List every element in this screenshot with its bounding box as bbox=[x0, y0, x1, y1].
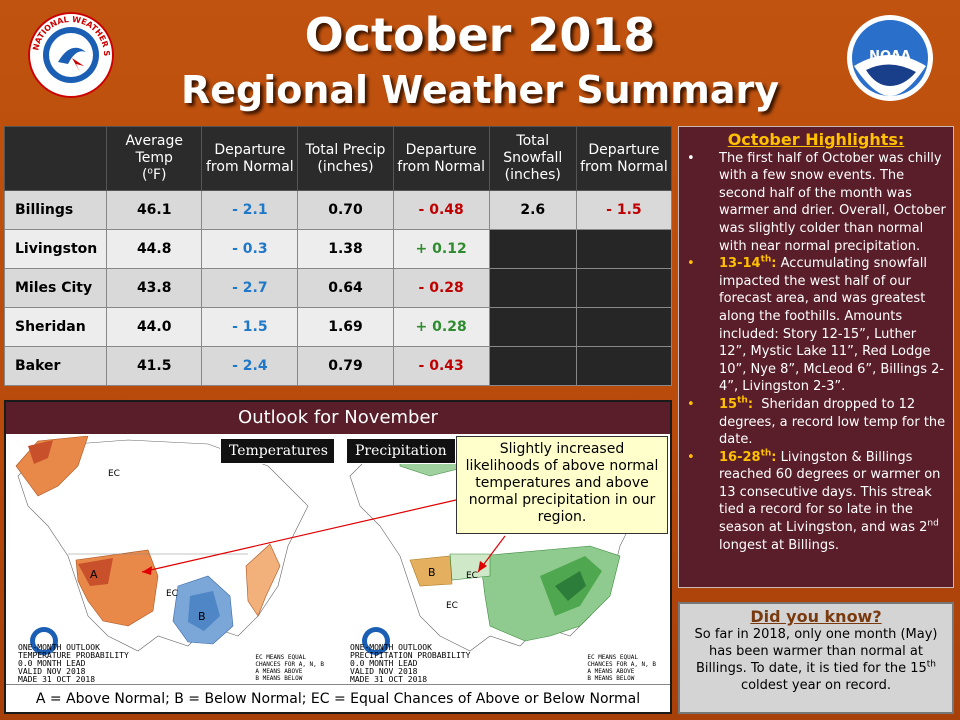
table-header: Total Precip (inches) bbox=[297, 126, 394, 191]
city-cell: Miles City bbox=[3, 268, 108, 308]
precip-departure-cell: - 0.43 bbox=[392, 346, 490, 386]
temp-map-label-ec-north: EC bbox=[108, 469, 120, 479]
table-header: Average Temp (oF) bbox=[106, 126, 203, 191]
table-row: Livingston 44.8 - 0.3 1.38 + 0.12 bbox=[3, 229, 673, 269]
table-header: Departure from Normal bbox=[575, 126, 673, 191]
precip-departure-cell: + 0.12 bbox=[392, 229, 490, 269]
nws-logo: NATIONAL WEATHER SERVICE bbox=[28, 12, 114, 98]
highlights-panel: October Highlights: The first half of Oc… bbox=[678, 126, 954, 588]
snow-departure-cell-empty bbox=[575, 307, 673, 347]
avg-temp-cell: 46.1 bbox=[106, 190, 203, 230]
avg-temp-cell: 41.5 bbox=[106, 346, 203, 386]
table-row: Billings 46.1 - 2.1 0.70 - 0.48 2.6 - 1.… bbox=[3, 190, 673, 230]
temp-map-label-b: B bbox=[198, 610, 206, 623]
table-header: Departure from Normal bbox=[392, 126, 490, 191]
highlight-date: 16-28th: bbox=[719, 448, 777, 465]
temp-departure-cell: - 2.1 bbox=[201, 190, 299, 230]
snow-departure-cell: - 1.5 bbox=[575, 190, 673, 230]
precipitation-map-caption: ONE-MONTH OUTLOOK PRECIPITATION PROBABIL… bbox=[350, 643, 471, 684]
highlight-date: 13-14th: bbox=[719, 254, 777, 272]
precip-departure-cell: - 0.28 bbox=[392, 268, 490, 308]
precip-cell: 0.70 bbox=[297, 190, 394, 230]
highlight-text: Accumulating snowfall impacted the west … bbox=[719, 256, 945, 395]
snow-cell-empty bbox=[488, 307, 577, 347]
snow-cell-empty bbox=[488, 268, 577, 308]
highlight-text: Sheridan dropped to 12 degrees, a record… bbox=[719, 396, 946, 448]
highlights-list: The first half of October was chilly wit… bbox=[685, 150, 947, 555]
noaa-logo: NOAA bbox=[847, 15, 933, 101]
did-you-know-text: So far in 2018, only one month (May) has… bbox=[694, 627, 938, 693]
city-cell: Baker bbox=[3, 346, 108, 386]
temp-map-label-a: A bbox=[90, 568, 98, 581]
table-header: Total Snowfall (inches) bbox=[488, 126, 577, 191]
highlight-item: The first half of October was chilly wit… bbox=[685, 150, 947, 256]
highlight-item: 13-14th: Accumulating snowfall impacted … bbox=[685, 255, 947, 396]
precip-cell: 0.64 bbox=[297, 268, 394, 308]
highlight-date: 15th: bbox=[719, 395, 754, 412]
precip-cell: 0.79 bbox=[297, 346, 394, 386]
snow-departure-cell-empty bbox=[575, 346, 673, 386]
precip-departure-cell: - 0.48 bbox=[392, 190, 490, 230]
summary-table: Average Temp (oF) Departure from Normal To… bbox=[3, 126, 673, 386]
snow-departure-cell-empty bbox=[575, 229, 673, 269]
precipitation-label: Precipitation bbox=[346, 438, 456, 464]
noaa-logo-text: NOAA bbox=[869, 49, 911, 64]
highlight-item: 16-28th: Livingston & Billings reached 6… bbox=[685, 449, 947, 555]
temp-departure-cell: - 2.7 bbox=[201, 268, 299, 308]
snow-departure-cell-empty bbox=[575, 268, 673, 308]
temp-departure-cell: - 1.5 bbox=[201, 307, 299, 347]
table-row: Baker 41.5 - 2.4 0.79 - 0.43 bbox=[3, 346, 673, 386]
outlook-legend: A = Above Normal; B = Below Normal; EC =… bbox=[6, 684, 670, 712]
precip-map-label-ec-south: EC bbox=[446, 601, 458, 611]
page-title: October 2018 bbox=[304, 8, 656, 62]
snow-cell-empty bbox=[488, 346, 577, 386]
highlight-item: 15th: Sheridan dropped to 12 degrees, a … bbox=[685, 396, 947, 449]
snow-cell-empty bbox=[488, 229, 577, 269]
precip-departure-cell: + 0.28 bbox=[392, 307, 490, 347]
outlook-panel: Outlook for November A EC B EC Temperatu… bbox=[4, 400, 672, 714]
temp-departure-cell: - 2.4 bbox=[201, 346, 299, 386]
precip-map-label-ec: EC bbox=[466, 571, 478, 581]
temperature-outlook-map: A EC B EC Temperatures ONE-MONTH OUTLOOK… bbox=[8, 436, 334, 686]
did-you-know-title: Did you know? bbox=[750, 607, 882, 626]
highlight-text: The first half of October was chilly wit… bbox=[719, 150, 946, 254]
table-header-row: Average Temp (oF) Departure from Normal To… bbox=[3, 126, 673, 191]
temp-departure-cell: - 0.3 bbox=[201, 229, 299, 269]
snow-cell: 2.6 bbox=[488, 190, 577, 230]
avg-temp-cell: 44.0 bbox=[106, 307, 203, 347]
highlight-text: Livingston & Billings reached 60 degrees… bbox=[719, 449, 941, 536]
precip-map-label-b: B bbox=[428, 566, 436, 579]
outlook-title: Outlook for November bbox=[6, 402, 670, 434]
temp-map-label-ec: EC bbox=[166, 589, 178, 599]
table-row: Miles City 43.8 - 2.7 0.64 - 0.28 bbox=[3, 268, 673, 308]
avg-temp-cell: 43.8 bbox=[106, 268, 203, 308]
avg-temp-cell: 44.8 bbox=[106, 229, 203, 269]
temperature-map-caption: ONE-MONTH OUTLOOK TEMPERATURE PROBABILIT… bbox=[18, 643, 129, 684]
highlights-title: October Highlights: bbox=[727, 130, 905, 149]
city-cell: Sheridan bbox=[3, 307, 108, 347]
table-header-corner bbox=[3, 126, 108, 191]
callout-box: Slightly increased likelihoods of above … bbox=[456, 436, 668, 534]
city-cell: Billings bbox=[3, 190, 108, 230]
table-header: Departure from Normal bbox=[201, 126, 299, 191]
temperatures-label: Temperatures bbox=[220, 438, 334, 464]
temperature-ec-caption: EC MEANS EQUAL CHANCES FOR A, N, B A MEA… bbox=[255, 654, 324, 682]
city-cell: Livingston bbox=[3, 229, 108, 269]
page-subtitle: Regional Weather Summary bbox=[180, 68, 780, 112]
table-row: Sheridan 44.0 - 1.5 1.69 + 0.28 bbox=[3, 307, 673, 347]
precip-cell: 1.69 bbox=[297, 307, 394, 347]
precip-cell: 1.38 bbox=[297, 229, 394, 269]
precipitation-ec-caption: EC MEANS EQUAL CHANCES FOR A, N, B A MEA… bbox=[587, 654, 656, 682]
did-you-know-panel: Did you know? So far in 2018, only one m… bbox=[678, 602, 954, 714]
